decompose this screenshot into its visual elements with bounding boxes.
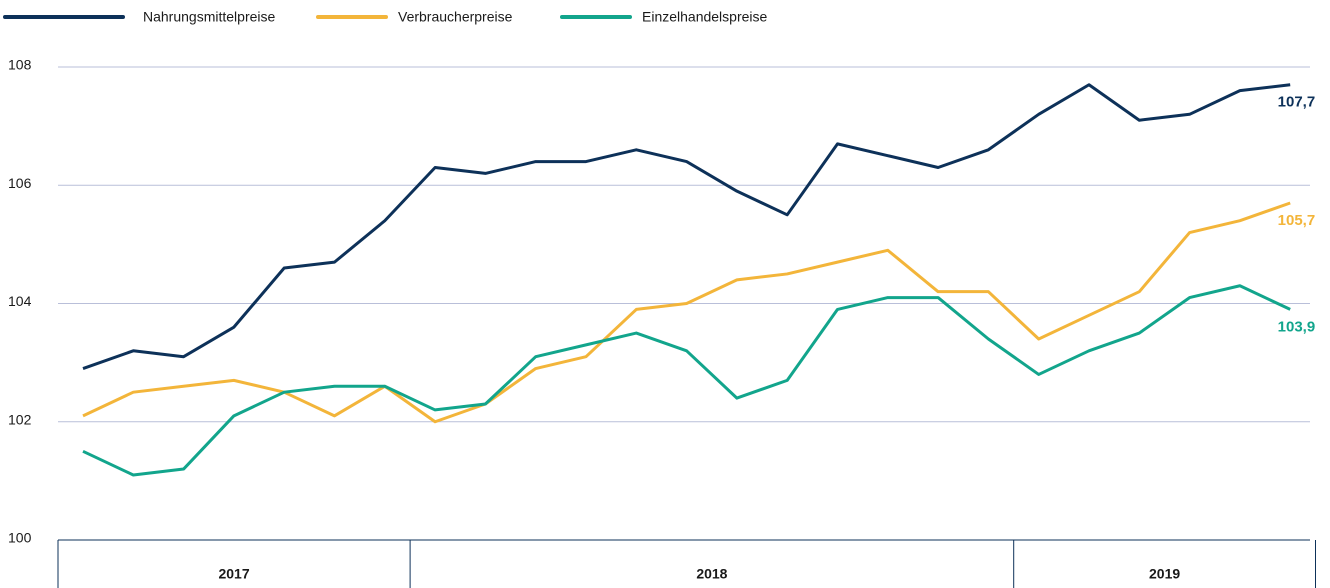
y-tick-label: 106	[8, 175, 32, 191]
y-tick-label: 104	[8, 293, 32, 309]
legend-label: Nahrungsmittelpreise	[143, 9, 275, 25]
period-label: 2018	[696, 566, 727, 582]
series-line	[82, 284, 1291, 477]
period-label: 2019	[1149, 566, 1180, 582]
period-label: 2017	[218, 566, 249, 582]
legend-label: Einzelhandelspreise	[642, 9, 768, 25]
legend-label: Verbraucherpreise	[398, 9, 513, 25]
value-label: 103,9	[1278, 318, 1316, 335]
y-tick-label: 102	[8, 411, 32, 427]
value-label: 107,7	[1278, 94, 1316, 111]
series-line	[82, 83, 1291, 370]
y-tick-label: 100	[8, 530, 32, 546]
series-line	[82, 201, 1291, 424]
y-tick-label: 108	[8, 57, 32, 73]
value-label: 105,7	[1278, 212, 1316, 229]
